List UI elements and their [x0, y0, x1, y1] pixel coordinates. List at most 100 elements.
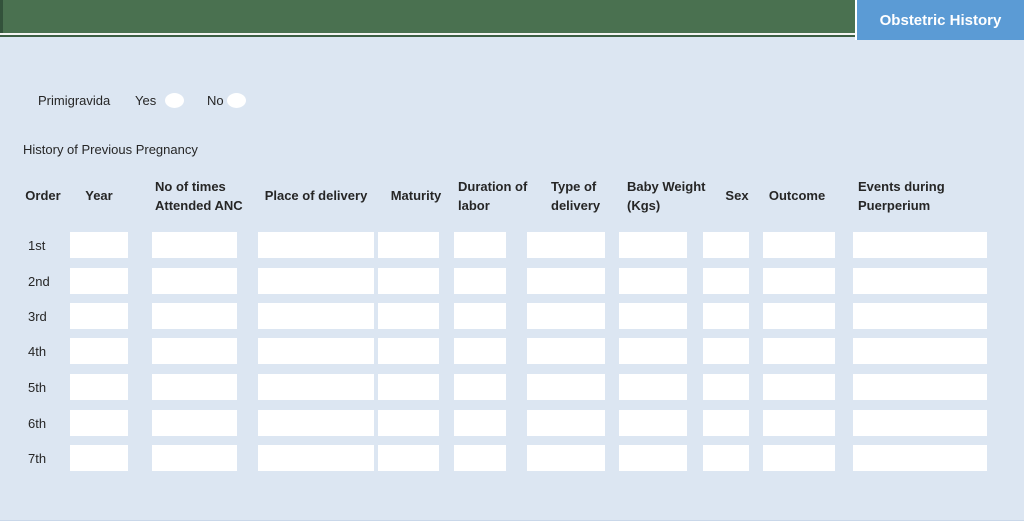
input-place-row4[interactable]: [258, 338, 374, 364]
input-baby_weight-row5[interactable]: [619, 374, 687, 400]
input-events-row7[interactable]: [853, 445, 987, 471]
input-maturity-row5[interactable]: [378, 374, 439, 400]
input-type-row2[interactable]: [527, 268, 605, 294]
input-type-row4[interactable]: [527, 338, 605, 364]
input-duration-row5[interactable]: [454, 374, 506, 400]
input-anc-row5[interactable]: [152, 374, 237, 400]
row-label-2: 2nd: [28, 273, 50, 289]
primigravida-yes-label: Yes: [135, 93, 157, 108]
input-outcome-row2[interactable]: [763, 268, 835, 294]
row-label-1: 1st: [28, 237, 46, 253]
input-maturity-row7[interactable]: [378, 445, 439, 471]
input-duration-row1[interactable]: [454, 232, 506, 258]
section-title: History of Previous Pregnancy: [23, 142, 198, 157]
input-maturity-row3[interactable]: [378, 303, 439, 329]
input-type-row1[interactable]: [527, 232, 605, 258]
input-duration-row4[interactable]: [454, 338, 506, 364]
row-label-6: 6th: [28, 415, 47, 431]
input-sex-row2[interactable]: [703, 268, 749, 294]
column-header-year: Year: [85, 188, 113, 204]
input-anc-row1[interactable]: [152, 232, 237, 258]
input-anc-row6[interactable]: [152, 410, 237, 436]
input-duration-row3[interactable]: [454, 303, 506, 329]
row-label-4: 4th: [28, 343, 47, 359]
input-sex-row4[interactable]: [703, 338, 749, 364]
input-events-row4[interactable]: [853, 338, 987, 364]
input-baby_weight-row3[interactable]: [619, 303, 687, 329]
input-year-row6[interactable]: [70, 410, 128, 436]
input-events-row3[interactable]: [853, 303, 987, 329]
tab-label: Obstetric History: [879, 11, 1002, 29]
header-divider-dark: [0, 35, 1024, 37]
input-outcome-row1[interactable]: [763, 232, 835, 258]
input-duration-row6[interactable]: [454, 410, 506, 436]
row-label-3: 3rd: [28, 308, 47, 324]
input-type-row6[interactable]: [527, 410, 605, 436]
input-year-row3[interactable]: [70, 303, 128, 329]
input-outcome-row4[interactable]: [763, 338, 835, 364]
row-label-5: 5th: [28, 379, 47, 395]
column-header-maturity: Maturity: [390, 188, 442, 204]
input-type-row5[interactable]: [527, 374, 605, 400]
input-place-row6[interactable]: [258, 410, 374, 436]
input-outcome-row3[interactable]: [763, 303, 835, 329]
input-sex-row1[interactable]: [703, 232, 749, 258]
input-place-row7[interactable]: [258, 445, 374, 471]
input-duration-row2[interactable]: [454, 268, 506, 294]
column-header-duration: Duration of labor: [458, 178, 528, 214]
input-baby_weight-row4[interactable]: [619, 338, 687, 364]
input-outcome-row5[interactable]: [763, 374, 835, 400]
input-events-row1[interactable]: [853, 232, 987, 258]
input-place-row5[interactable]: [258, 374, 374, 400]
input-sex-row5[interactable]: [703, 374, 749, 400]
column-header-type: Type of delivery: [551, 178, 601, 214]
input-outcome-row6[interactable]: [763, 410, 835, 436]
column-header-baby_weight: Baby Weight (Kgs): [627, 178, 706, 214]
input-place-row3[interactable]: [258, 303, 374, 329]
column-header-place: Place of delivery: [264, 188, 368, 204]
input-maturity-row2[interactable]: [378, 268, 439, 294]
input-maturity-row6[interactable]: [378, 410, 439, 436]
input-place-row1[interactable]: [258, 232, 374, 258]
input-anc-row2[interactable]: [152, 268, 237, 294]
column-header-anc: No of times Attended ANC: [155, 178, 243, 214]
row-label-7: 7th: [28, 450, 47, 466]
primigravida-no-radio[interactable]: [227, 93, 246, 108]
input-outcome-row7[interactable]: [763, 445, 835, 471]
column-header-outcome: Outcome: [768, 188, 826, 204]
input-duration-row7[interactable]: [454, 445, 506, 471]
primigravida-label: Primigravida: [38, 93, 111, 108]
app-header-bar: [0, 0, 1024, 33]
input-year-row2[interactable]: [70, 268, 128, 294]
header-divider-light: [0, 33, 1024, 35]
column-header-order: Order: [25, 188, 61, 204]
input-baby_weight-row6[interactable]: [619, 410, 687, 436]
input-type-row7[interactable]: [527, 445, 605, 471]
input-anc-row7[interactable]: [152, 445, 237, 471]
input-maturity-row4[interactable]: [378, 338, 439, 364]
input-year-row7[interactable]: [70, 445, 128, 471]
input-place-row2[interactable]: [258, 268, 374, 294]
input-year-row1[interactable]: [70, 232, 128, 258]
input-year-row4[interactable]: [70, 338, 128, 364]
input-events-row6[interactable]: [853, 410, 987, 436]
primigravida-yes-radio[interactable]: [165, 93, 184, 108]
input-type-row3[interactable]: [527, 303, 605, 329]
input-baby_weight-row1[interactable]: [619, 232, 687, 258]
column-header-sex: Sex: [725, 188, 749, 204]
input-events-row5[interactable]: [853, 374, 987, 400]
input-maturity-row1[interactable]: [378, 232, 439, 258]
input-sex-row3[interactable]: [703, 303, 749, 329]
input-year-row5[interactable]: [70, 374, 128, 400]
primigravida-no-label: No: [207, 93, 224, 108]
input-sex-row7[interactable]: [703, 445, 749, 471]
input-anc-row4[interactable]: [152, 338, 237, 364]
input-anc-row3[interactable]: [152, 303, 237, 329]
input-baby_weight-row2[interactable]: [619, 268, 687, 294]
tab-obstetric-history[interactable]: Obstetric History: [855, 0, 1024, 40]
input-sex-row6[interactable]: [703, 410, 749, 436]
input-baby_weight-row7[interactable]: [619, 445, 687, 471]
column-header-events: Events during Puerperium: [858, 178, 945, 214]
input-events-row2[interactable]: [853, 268, 987, 294]
